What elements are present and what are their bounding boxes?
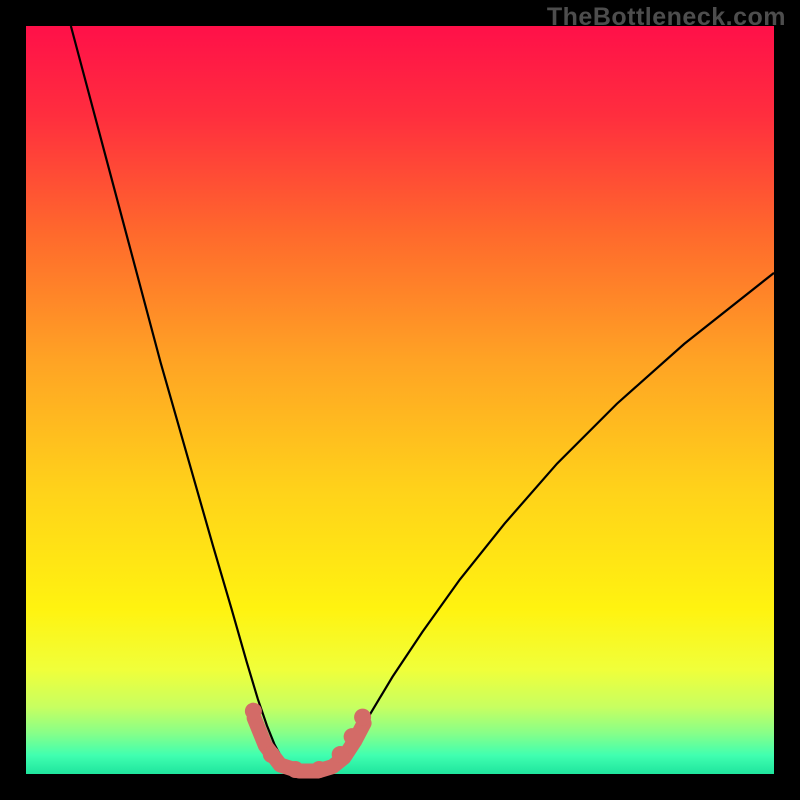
valley-bead xyxy=(263,746,280,763)
valley-bead xyxy=(332,746,349,763)
valley-bead xyxy=(311,761,328,778)
watermark-text: TheBottleneck.com xyxy=(547,3,786,32)
bottleneck-chart-svg xyxy=(0,0,800,800)
plot-background xyxy=(26,26,774,774)
valley-bead xyxy=(354,709,371,726)
valley-bead xyxy=(245,703,262,720)
chart-canvas: TheBottleneck.com xyxy=(0,0,800,800)
valley-bead xyxy=(287,761,304,778)
valley-bead xyxy=(344,728,361,745)
